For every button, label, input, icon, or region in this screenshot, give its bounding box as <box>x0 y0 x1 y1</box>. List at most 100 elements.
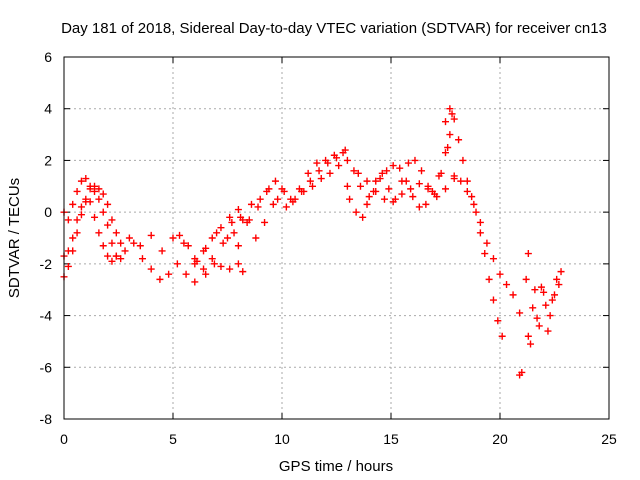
data-point <box>444 144 452 151</box>
data-point <box>363 177 371 185</box>
data-point <box>95 195 103 203</box>
series-track-n <box>516 250 565 379</box>
data-point <box>191 278 199 286</box>
data-point <box>169 234 177 242</box>
series-track-j <box>346 110 456 221</box>
data-point <box>343 156 351 164</box>
data-point <box>476 229 484 237</box>
data-point <box>77 211 85 219</box>
data-point <box>108 216 116 224</box>
data-point <box>300 187 308 195</box>
data-point <box>457 177 465 185</box>
series-track-g <box>191 149 347 268</box>
data-point <box>208 234 216 242</box>
data-point <box>422 200 430 208</box>
data-point <box>256 195 264 203</box>
grid <box>64 57 609 419</box>
data-point <box>69 200 77 208</box>
data-point <box>219 239 227 247</box>
data-point <box>398 177 406 185</box>
data-point <box>104 221 112 229</box>
series-track-e <box>130 239 247 286</box>
data-point <box>346 195 354 203</box>
data-point <box>282 203 290 211</box>
data-point <box>503 281 511 289</box>
series-track-m <box>450 172 524 317</box>
data-point <box>537 283 545 291</box>
x-tick-label: 15 <box>383 431 399 447</box>
data-point <box>86 198 94 206</box>
data-point <box>450 115 458 123</box>
data-point <box>489 255 497 263</box>
data-point <box>522 275 530 283</box>
data-point <box>350 167 358 175</box>
series-track-b <box>60 182 129 281</box>
data-point <box>524 332 532 340</box>
data-point <box>531 286 539 294</box>
data-point <box>173 260 181 268</box>
data-point <box>91 182 99 190</box>
series-track-d <box>125 229 242 263</box>
data-point <box>73 216 81 224</box>
y-tick-label: 6 <box>44 49 52 65</box>
data-point <box>156 275 164 283</box>
data-point <box>138 255 146 263</box>
data-point <box>306 177 314 185</box>
data-point <box>254 203 262 211</box>
data-point <box>407 185 415 193</box>
data-point <box>247 200 255 208</box>
data-point <box>64 262 72 270</box>
data-point <box>77 177 85 185</box>
data-point <box>99 208 107 216</box>
data-point <box>378 169 386 177</box>
data-point <box>533 314 541 322</box>
data-point <box>239 268 247 276</box>
series-track-a <box>60 175 125 263</box>
data-point <box>217 262 225 270</box>
data-point <box>372 177 380 185</box>
data-point <box>234 260 242 268</box>
data-point <box>548 296 556 304</box>
data-point <box>158 247 166 255</box>
data-point <box>224 234 231 242</box>
data-point <box>557 268 565 276</box>
data-point <box>295 185 303 193</box>
data-point <box>527 340 535 348</box>
y-tick-label: -2 <box>40 256 53 272</box>
data-point <box>147 231 155 239</box>
data-point <box>455 136 463 144</box>
data-point <box>448 110 456 118</box>
data-point <box>91 213 99 221</box>
data-point <box>82 195 90 203</box>
plot-frame <box>63 56 610 420</box>
data-point <box>112 252 120 260</box>
data-points <box>60 105 565 379</box>
data-point <box>330 151 338 159</box>
data-point <box>147 265 155 273</box>
x-tick-label: 20 <box>492 431 508 447</box>
data-point <box>261 218 269 226</box>
data-point <box>99 190 107 198</box>
series-track-l <box>442 105 506 340</box>
data-point <box>271 177 279 185</box>
data-point <box>77 203 85 211</box>
data-point <box>372 187 380 195</box>
data-point <box>359 213 367 221</box>
data-point <box>489 296 497 304</box>
series-track-f <box>176 146 349 278</box>
data-point <box>494 317 502 325</box>
data-point <box>415 180 423 188</box>
data-point <box>442 118 449 126</box>
data-point <box>389 198 397 206</box>
data-point <box>234 206 242 214</box>
data-point <box>191 260 199 268</box>
data-point <box>396 164 404 172</box>
data-point <box>365 193 373 201</box>
y-tick-label: -4 <box>40 308 53 324</box>
data-point <box>274 195 282 203</box>
data-point <box>234 242 242 250</box>
x-tick-label: 10 <box>274 431 290 447</box>
data-point <box>446 105 454 113</box>
data-point <box>64 247 72 255</box>
data-point <box>217 224 225 232</box>
